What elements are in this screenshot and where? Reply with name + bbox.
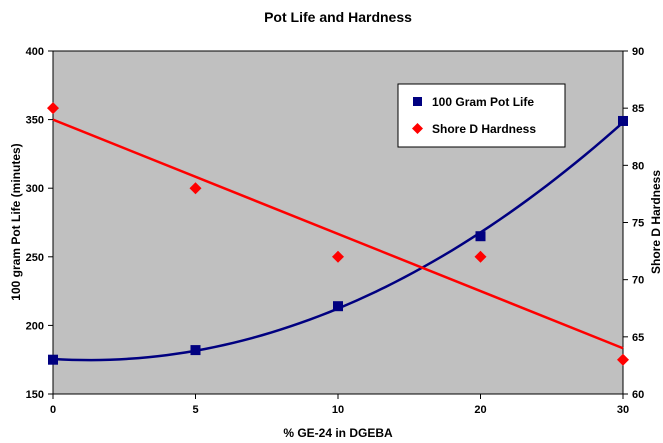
y-left-tick-label: 250	[26, 252, 44, 264]
y-left-tick-label: 200	[26, 320, 44, 332]
y-right-tick-label: 80	[632, 160, 644, 172]
legend: 100 Gram Pot Life Shore D Hardness	[397, 83, 566, 148]
ticks-layer: 0 5 10 20 30 150 200 250 300 350 400 60 65 70 75 80 85 90	[26, 46, 645, 416]
y-right-tick-label: 70	[632, 275, 644, 287]
y-left-tick-label: 300	[26, 183, 44, 195]
pot-life-point	[475, 231, 486, 242]
y-left-tick-label: 150	[26, 389, 44, 401]
legend-label-hardness: Shore D Hardness	[432, 122, 536, 136]
legend-box	[397, 83, 566, 148]
y-right-tick-label: 85	[632, 103, 644, 115]
pot-life-point	[48, 354, 58, 365]
pot-life-point	[333, 301, 343, 312]
hardness-trendline	[52, 118, 624, 350]
y-right-tick-label: 75	[632, 218, 644, 230]
x-tick-label: 0	[50, 404, 56, 416]
y-axis-label-left: 100 gram Pot Life (minutes)	[9, 143, 23, 300]
y-right-tick-label: 65	[632, 332, 644, 344]
y-left-tick-label: 350	[26, 115, 44, 127]
x-tick-label: 5	[192, 404, 198, 416]
legend-marker-pot-life	[413, 97, 422, 106]
hardness-point	[47, 102, 59, 115]
chart-title: Pot Life and Hardness	[264, 9, 412, 25]
x-tick-label: 30	[617, 404, 629, 416]
y-axis-label-right: Shore D Hardness	[649, 170, 663, 274]
hardness-point	[332, 250, 344, 263]
pot-life-point	[190, 345, 201, 356]
x-tick-label: 20	[474, 404, 486, 416]
hardness-point	[474, 250, 487, 263]
hardness-point	[189, 182, 202, 195]
y-left-tick-label: 400	[26, 46, 44, 58]
legend-label-pot-life: 100 Gram Pot Life	[432, 95, 534, 109]
x-axis-label: % GE-24 in DGEBA	[283, 426, 393, 440]
legend-marker-hardness	[412, 123, 423, 134]
x-tick-label: 10	[332, 404, 344, 416]
hardness-point	[617, 353, 629, 366]
data-marks	[47, 102, 629, 366]
y-right-tick-label: 60	[632, 389, 644, 401]
y-right-tick-label: 90	[632, 46, 644, 58]
pot-life-point	[618, 115, 628, 126]
